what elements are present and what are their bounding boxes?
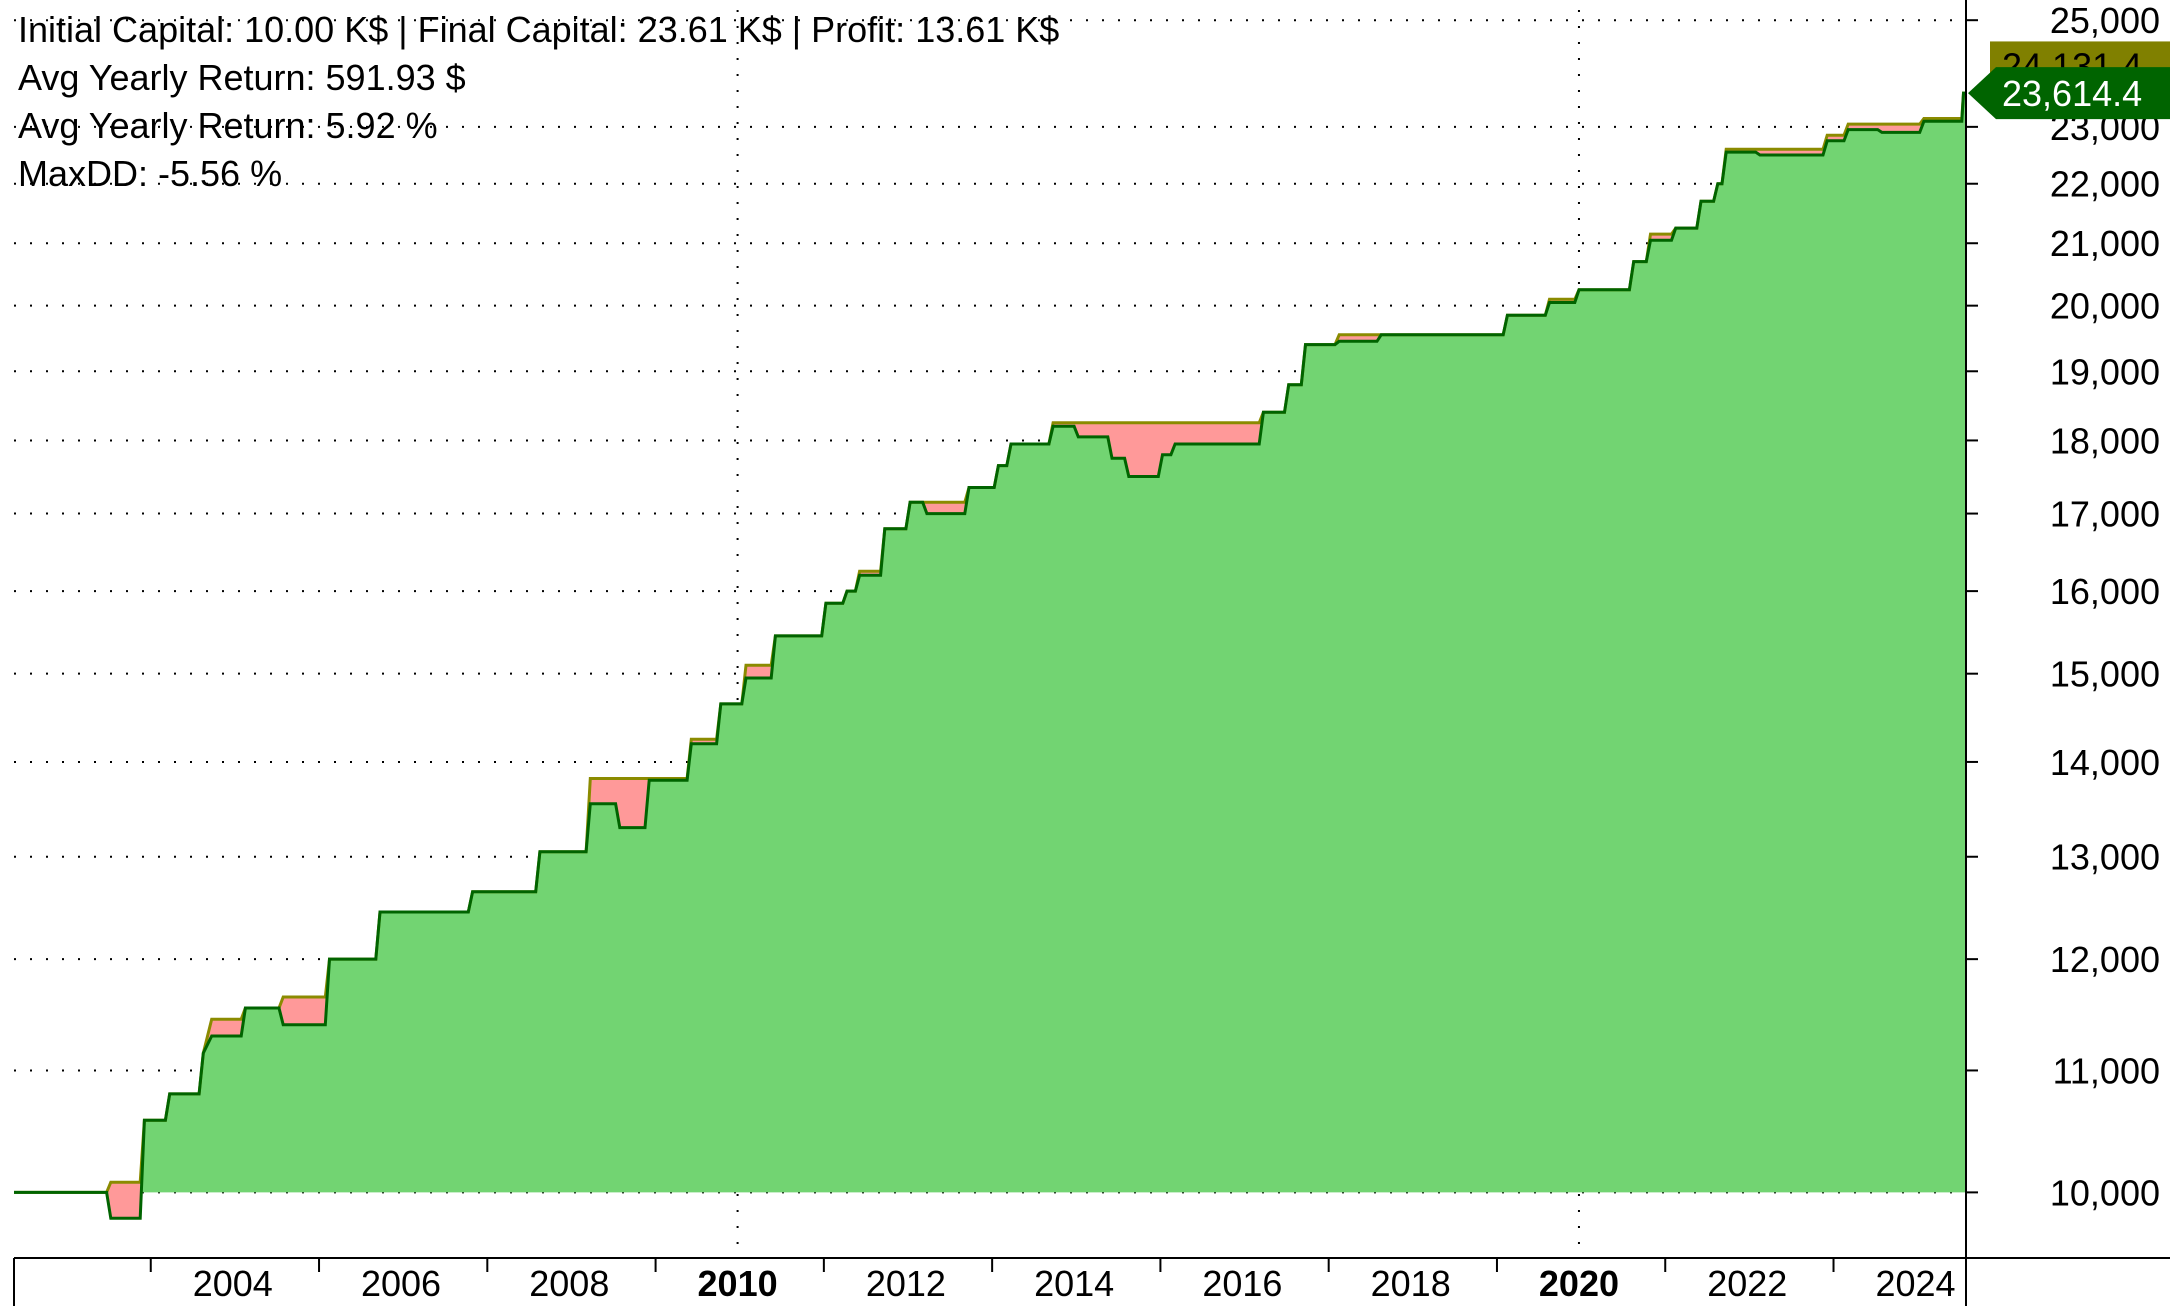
stats-avg-return-dollar: Avg Yearly Return: 591.93 $ [18,57,466,98]
y-tick-label: 10,000 [2050,1172,2160,1213]
price-tag-label: 23,614.4 [2002,73,2142,114]
y-tick-label: 13,000 [2050,837,2160,878]
y-tick-label: 12,000 [2050,939,2160,980]
stats-panel: Initial Capital: 10.00 K$ | Final Capita… [18,6,1059,198]
x-tick-label: 2014 [1034,1263,1114,1304]
y-tick-label: 16,000 [2050,571,2160,612]
equity-area [14,93,1966,1193]
y-tick-label: 20,000 [2050,286,2160,327]
x-tick-label: 2004 [193,1263,273,1304]
y-tick-label: 25,000 [2050,0,2160,41]
price-labels: 24,131.423,614.4 [1968,41,2170,120]
stats-avg-return-percent: Avg Yearly Return: 5.92 % [18,105,438,146]
y-tick-label: 17,000 [2050,494,2160,535]
x-tick-label: 2012 [866,1263,946,1304]
stats-capital-line: Initial Capital: 10.00 K$ | Final Capita… [18,9,1060,50]
y-tick-label: 19,000 [2050,351,2160,392]
x-tick-label: 2020 [1539,1263,1619,1304]
axes [13,0,2170,1306]
price-tag-box [1968,67,2170,120]
x-tick-label: 2010 [698,1263,778,1304]
x-tick-label: 2024 [1875,1263,1955,1304]
x-tick-label: 2016 [1202,1263,1282,1304]
x-axis-ticks: 2004 2006 2008 2010 2012 2014 2016 2018 2020 2022… [149,1258,1956,1304]
stats-max-drawdown: MaxDD: -5.56 % [18,153,283,194]
x-tick-label: 2022 [1707,1263,1787,1304]
y-tick-label: 11,000 [2053,1050,2160,1091]
x-tick-label: 2008 [529,1263,609,1304]
equity-line [14,91,1966,1220]
y-tick-label: 15,000 [2050,654,2160,695]
price-tag: 23,614.4 [1968,67,2170,120]
y-tick-label: 21,000 [2050,223,2160,264]
y-tick-label: 18,000 [2050,420,2160,461]
x-tick-label: 2018 [1371,1263,1451,1304]
x-tick-label: 2006 [361,1263,441,1304]
y-tick-label: 22,000 [2050,164,2160,205]
y-tick-label: 14,000 [2050,742,2160,783]
y-axis-ticks: 10,000 11,000 12,000 13,000 14,000 15,000 16,0… [1966,0,2160,1213]
